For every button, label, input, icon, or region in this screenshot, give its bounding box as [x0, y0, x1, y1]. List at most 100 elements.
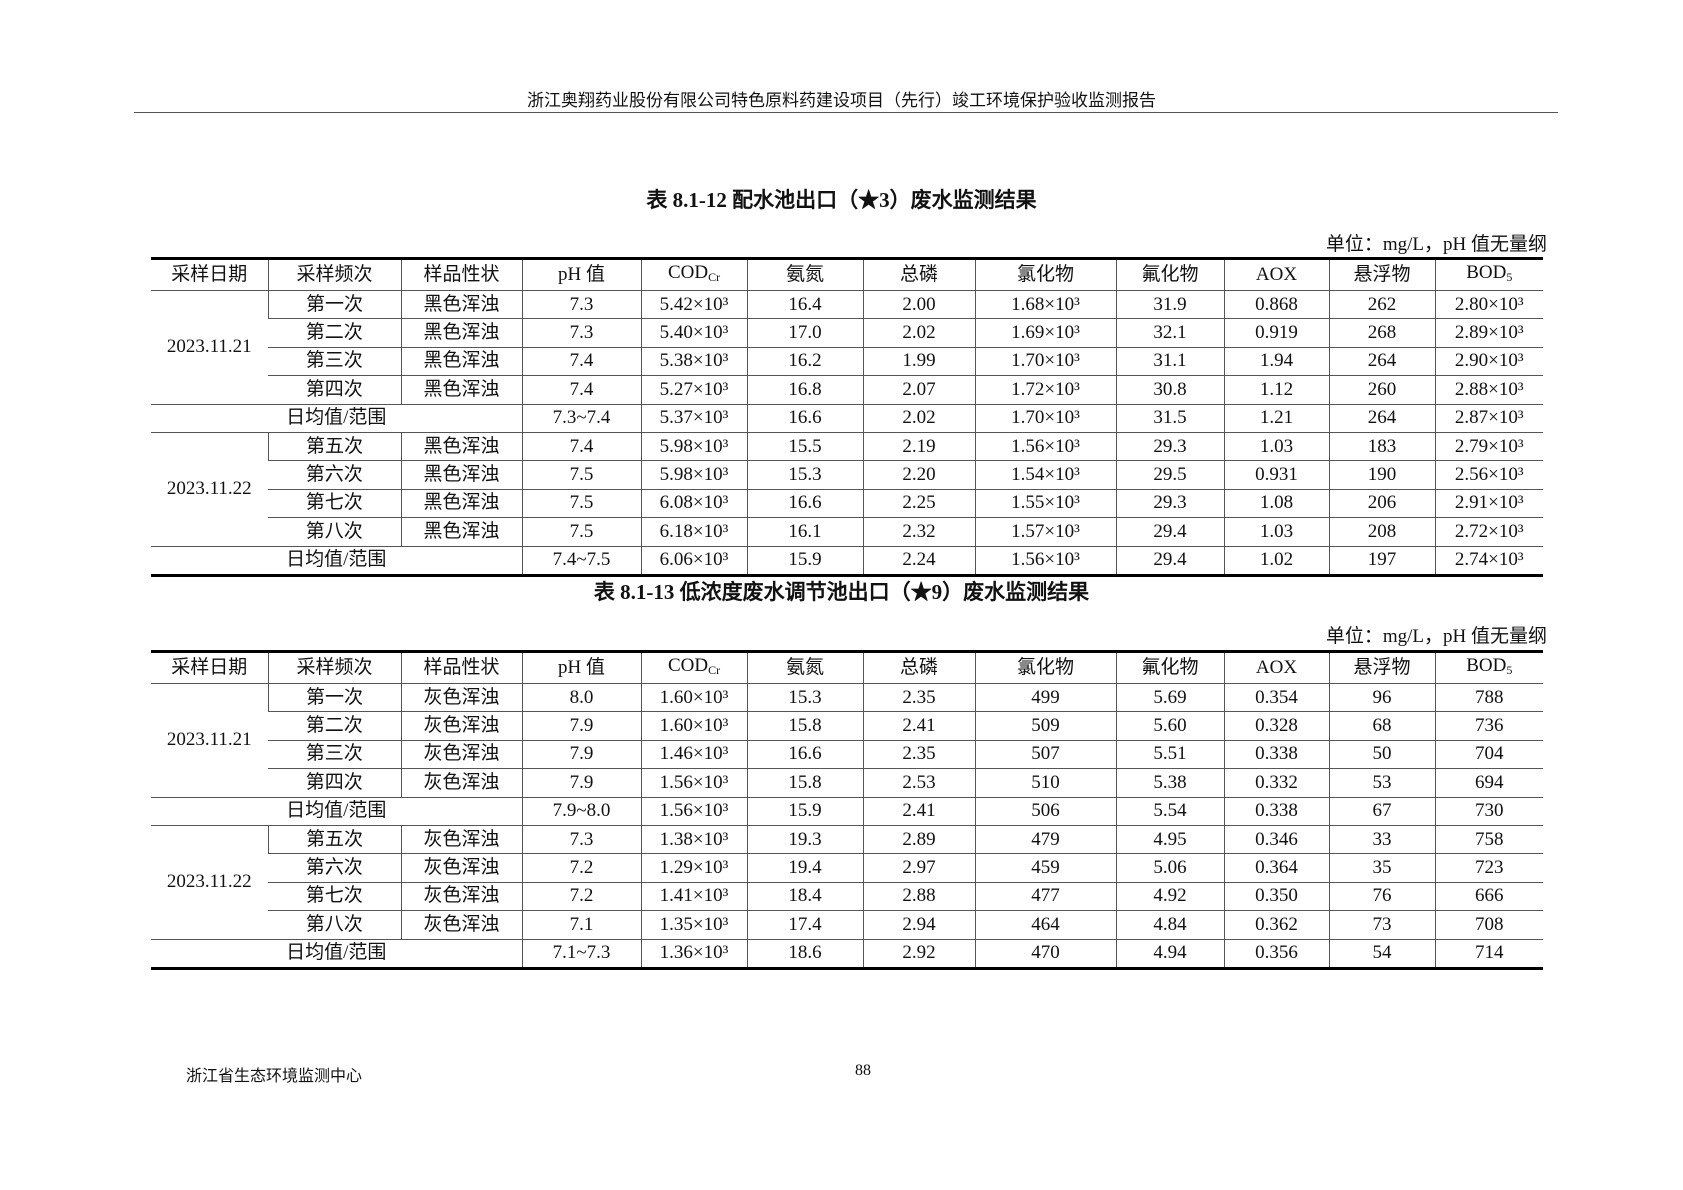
sample-state-cell: 灰色浑浊	[400, 910, 522, 940]
value-cell: 5.38×10³	[640, 346, 747, 376]
table-row: 2023.11.21 第一次 黑色浑浊 7.3 5.42×10³ 16.4 2.00 1.68…	[151, 289, 1543, 405]
value-cell: 459	[974, 853, 1116, 883]
average-value-cell: 29.4	[1115, 545, 1224, 577]
value-cell: 7.9	[521, 739, 641, 769]
sample-state-cell: 灰色浑浊	[400, 768, 522, 798]
value-cell: 32.1	[1115, 318, 1224, 348]
value-cell: 6.08×10³	[640, 488, 747, 518]
value-cell: 208	[1328, 517, 1435, 547]
column-header-label: BOD	[1466, 262, 1507, 283]
value-cell: 1.38×10³	[640, 824, 747, 854]
value-cell: 1.70×10³	[974, 346, 1116, 376]
table-row: 第三次 黑色浑浊 7.4 5.38×10³ 16.2 1.99 1.70×10³ 31.1 1.…	[151, 346, 1543, 376]
value-cell: 0.328	[1223, 711, 1329, 741]
value-cell: 2.35	[862, 739, 975, 769]
value-cell: 499	[974, 682, 1116, 712]
column-header: 氨氮	[746, 257, 863, 291]
value-cell: 15.8	[746, 711, 863, 741]
value-cell: 723	[1434, 853, 1543, 883]
value-cell: 5.42×10³	[640, 289, 747, 319]
average-value-cell: 2.87×10³	[1434, 403, 1543, 433]
average-value-cell: 730	[1434, 796, 1543, 826]
column-header: 氟化物	[1115, 650, 1224, 684]
value-cell: 29.5	[1115, 460, 1224, 490]
sample-frequency-cell: 第二次	[268, 318, 401, 348]
value-cell: 0.868	[1223, 289, 1329, 319]
value-cell: 2.02	[862, 318, 975, 348]
value-cell: 0.354	[1223, 682, 1329, 712]
column-header-label: AOX	[1255, 264, 1298, 285]
table-row: 第二次 黑色浑浊 7.3 5.40×10³ 17.0 2.02 1.69×10³ 32.1 0.…	[151, 318, 1543, 348]
value-cell: 7.5	[521, 488, 641, 518]
value-cell: 1.56×10³	[640, 768, 747, 798]
table-unit-1: 单位：mg/L，pH 值无量纲	[1325, 234, 1547, 255]
value-cell: 2.20	[862, 460, 975, 490]
average-value-cell: 5.37×10³	[640, 403, 747, 433]
value-cell: 19.3	[746, 824, 863, 854]
column-header-label: 氯化物	[1016, 264, 1074, 285]
value-cell: 704	[1434, 739, 1543, 769]
value-cell: 2.90×10³	[1434, 346, 1543, 376]
value-cell: 16.2	[746, 346, 863, 376]
value-cell: 2.07	[862, 375, 975, 405]
column-header-label: pH 值	[558, 264, 605, 285]
value-cell: 30.8	[1115, 375, 1224, 405]
daily-average-label: 日均值/范围	[151, 796, 522, 826]
sample-frequency-cell: 第四次	[268, 375, 401, 405]
value-cell: 16.6	[746, 488, 863, 518]
value-cell: 1.41×10³	[640, 881, 747, 911]
average-value-cell: 31.5	[1115, 403, 1224, 433]
sample-state-cell: 黑色浑浊	[400, 375, 522, 405]
value-cell: 0.362	[1223, 910, 1329, 940]
value-cell: 1.03	[1223, 431, 1329, 461]
column-header: 采样日期	[151, 257, 268, 291]
column-header-subscript: 5	[1506, 663, 1513, 677]
value-cell: 5.98×10³	[640, 460, 747, 490]
average-value-cell: 1.21	[1223, 403, 1329, 433]
value-cell: 2.41	[862, 711, 975, 741]
value-cell: 2.89	[862, 824, 975, 854]
value-cell: 2.89×10³	[1434, 318, 1543, 348]
average-value-cell: 2.41	[862, 796, 975, 826]
header-divider	[134, 112, 1558, 113]
value-cell: 5.27×10³	[640, 375, 747, 405]
column-header-label: pH 值	[558, 657, 605, 678]
sample-state-cell: 黑色浑浊	[400, 460, 522, 490]
value-cell: 5.51	[1115, 739, 1224, 769]
value-cell: 708	[1434, 910, 1543, 940]
average-value-cell: 1.56×10³	[974, 545, 1116, 577]
column-header-label: 采样频次	[296, 657, 373, 678]
average-value-cell: 7.3~7.4	[521, 403, 641, 433]
page-number: 88	[855, 1062, 871, 1079]
column-header: AOX	[1223, 650, 1329, 684]
value-cell: 5.40×10³	[640, 318, 747, 348]
value-cell: 2.25	[862, 488, 975, 518]
value-cell: 1.69×10³	[974, 318, 1116, 348]
value-cell: 17.0	[746, 318, 863, 348]
value-cell: 35	[1328, 853, 1435, 883]
column-header: BOD5	[1434, 257, 1543, 291]
value-cell: 6.18×10³	[640, 517, 747, 547]
sample-state-cell: 灰色浑浊	[400, 682, 522, 712]
average-value-cell: 7.4~7.5	[521, 545, 641, 577]
table-row: 第二次 灰色浑浊 7.9 1.60×10³ 15.8 2.41 509 5.60 0.328 68…	[151, 711, 1543, 741]
value-cell: 1.99	[862, 346, 975, 376]
value-cell: 477	[974, 881, 1116, 911]
value-cell: 7.9	[521, 768, 641, 798]
value-cell: 15.5	[746, 431, 863, 461]
column-header-label: 氟化物	[1141, 657, 1199, 678]
average-value-cell: 54	[1328, 938, 1435, 970]
value-cell: 260	[1328, 375, 1435, 405]
column-header-label: BOD	[1466, 655, 1507, 676]
value-cell: 2.97	[862, 853, 975, 883]
value-cell: 0.931	[1223, 460, 1329, 490]
daily-average-label: 日均值/范围	[151, 938, 522, 970]
column-header-label: 氨氮	[785, 264, 824, 285]
column-header: 氯化物	[974, 257, 1116, 291]
column-header: 总磷	[862, 650, 975, 684]
column-header-label: COD	[667, 262, 709, 283]
value-cell: 694	[1434, 768, 1543, 798]
value-cell: 1.03	[1223, 517, 1329, 547]
sample-state-cell: 灰色浑浊	[400, 881, 522, 911]
value-cell: 183	[1328, 431, 1435, 461]
